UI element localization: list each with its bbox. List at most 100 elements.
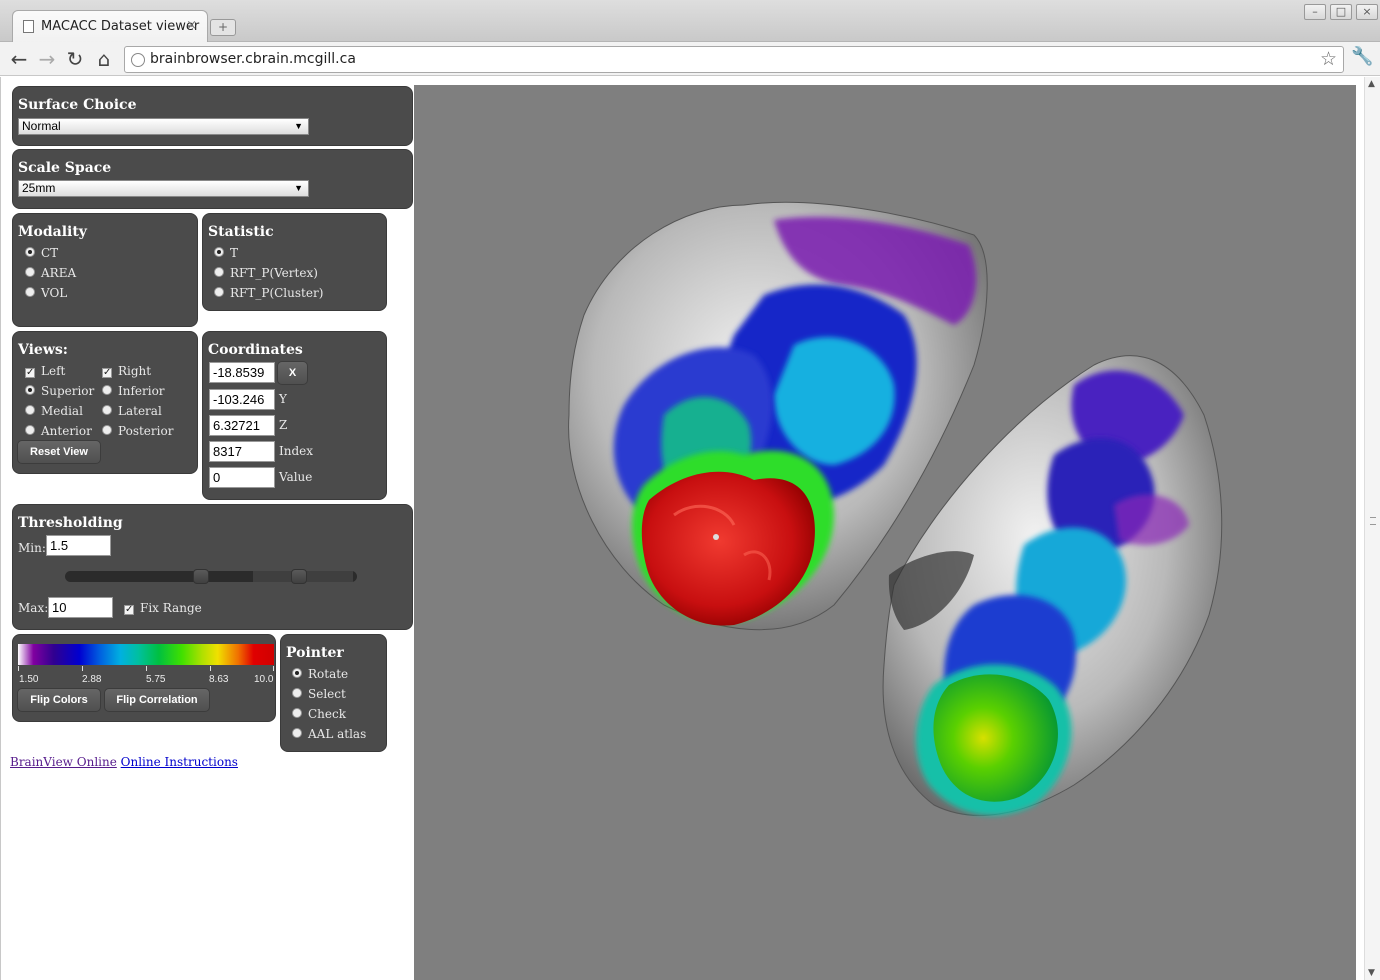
globe-icon: [131, 53, 145, 67]
radio[interactable]: [292, 728, 302, 738]
color-spectrum-bar: [18, 644, 274, 665]
view-left-checkbox[interactable]: ✓ Left: [25, 364, 66, 378]
view-right-checkbox[interactable]: ✓ Right: [102, 364, 152, 378]
forward-arrow-icon[interactable]: →: [38, 47, 56, 71]
bookmark-star-icon[interactable]: ☆: [1319, 48, 1337, 70]
modality-panel: Modality CT AREA VOL: [12, 213, 198, 327]
radio-selected[interactable]: [292, 668, 302, 678]
x-coordinate-input[interactable]: -18.8539: [209, 362, 275, 383]
address-bar[interactable]: brainbrowser.cbrain.mcgill.ca ☆: [124, 46, 1344, 73]
statistic-option-rft-vertex[interactable]: RFT_P(Vertex): [214, 266, 318, 280]
y-coordinate-input[interactable]: -103.246: [209, 389, 275, 410]
radio[interactable]: [214, 287, 224, 297]
browser-tab[interactable]: MACACC Dataset viewer ×: [12, 10, 208, 43]
tab-close-icon[interactable]: ×: [186, 18, 197, 33]
view-inferior-radio[interactable]: Inferior: [102, 384, 165, 398]
checkbox-checked[interactable]: ✓: [25, 367, 35, 378]
index-input[interactable]: 8317: [209, 441, 275, 462]
page-content: Surface Choice Normal ▼ Scale Space 25mm…: [0, 77, 1380, 980]
modality-title: Modality: [18, 224, 87, 240]
colorbar-tick: [146, 666, 147, 671]
radio[interactable]: [214, 267, 224, 277]
z-label: Z: [279, 418, 288, 432]
url-text: brainbrowser.cbrain.mcgill.ca: [150, 51, 356, 67]
modality-option-ct[interactable]: CT: [25, 246, 58, 260]
flip-correlation-button[interactable]: Flip Correlation: [104, 688, 210, 712]
left-hemisphere: [568, 201, 988, 631]
scale-space-title: Scale Space: [18, 160, 112, 176]
view-lateral-radio[interactable]: Lateral: [102, 404, 162, 418]
pointer-option-select[interactable]: Select: [292, 687, 346, 701]
radio[interactable]: [102, 425, 112, 435]
brain-3d-canvas[interactable]: [414, 85, 1356, 980]
view-anterior-radio[interactable]: Anterior: [25, 424, 92, 438]
home-icon[interactable]: ⌂: [97, 47, 111, 71]
statistic-title: Statistic: [208, 224, 274, 240]
radio[interactable]: [102, 385, 112, 395]
z-coordinate-input[interactable]: 6.32721: [209, 415, 275, 436]
modality-option-vol[interactable]: VOL: [25, 286, 67, 300]
slider-min-handle[interactable]: [193, 569, 209, 584]
online-instructions-link[interactable]: Online Instructions: [120, 755, 238, 769]
wrench-menu-icon[interactable]: 🔧: [1351, 46, 1374, 67]
radio[interactable]: [25, 267, 35, 277]
brain-render: [568, 201, 1223, 816]
fix-range-checkbox[interactable]: ✓ Fix Range: [124, 601, 202, 615]
colorscale-panel: 1.50 2.88 5.75 8.63 10.0 Flip Colors Fli…: [12, 634, 276, 722]
colorbar-tick-label: 8.63: [209, 674, 229, 685]
scroll-down-arrow-icon[interactable]: ▼: [1368, 968, 1375, 978]
checkbox-checked[interactable]: ✓: [102, 367, 112, 378]
view-superior-radio[interactable]: Superior: [25, 384, 94, 398]
pointer-option-check[interactable]: Check: [292, 707, 346, 721]
radio-selected[interactable]: [214, 247, 224, 257]
radio[interactable]: [25, 405, 35, 415]
radio[interactable]: [292, 688, 302, 698]
scrollbar-grip[interactable]: [1370, 517, 1376, 525]
radio[interactable]: [25, 287, 35, 297]
modality-option-area[interactable]: AREA: [25, 266, 76, 280]
radio-selected[interactable]: [25, 247, 35, 257]
reload-icon[interactable]: ↻: [66, 47, 84, 71]
scale-space-value: 25mm: [22, 181, 56, 195]
value-input[interactable]: 0: [209, 467, 275, 488]
pointer-option-rotate[interactable]: Rotate: [292, 667, 348, 681]
value-label: Value: [279, 470, 313, 484]
colorbar-tick-label: 2.88: [82, 674, 102, 685]
colorbar-tick: [210, 666, 211, 671]
checkbox-checked[interactable]: ✓: [124, 604, 134, 615]
x-button[interactable]: X: [277, 361, 308, 385]
colorbar-tick-label: 10.0: [254, 674, 274, 685]
surface-choice-title: Surface Choice: [18, 97, 137, 113]
new-tab-button[interactable]: +: [210, 19, 236, 36]
maximize-button[interactable]: □: [1330, 4, 1352, 20]
close-window-button[interactable]: ×: [1356, 4, 1378, 20]
scroll-up-arrow-icon[interactable]: ▲: [1368, 79, 1375, 89]
slider-max-handle[interactable]: [291, 569, 307, 584]
page-scrollbar[interactable]: ▲ ▼: [1364, 77, 1380, 980]
min-label: Min:: [18, 541, 46, 555]
pointer-option-aal-atlas[interactable]: AAL atlas: [292, 727, 366, 741]
browser-toolbar: ← → ↻ ⌂ brainbrowser.cbrain.mcgill.ca ☆ …: [0, 42, 1380, 76]
max-threshold-input[interactable]: 10: [48, 597, 113, 618]
radio[interactable]: [102, 405, 112, 415]
reset-view-button[interactable]: Reset View: [17, 440, 101, 464]
colorbar-tick-label: 1.50: [19, 674, 39, 685]
radio[interactable]: [292, 708, 302, 718]
flip-colors-button[interactable]: Flip Colors: [17, 688, 101, 712]
min-threshold-input[interactable]: 1.5: [46, 535, 111, 556]
view-medial-radio[interactable]: Medial: [25, 404, 83, 418]
scale-space-select[interactable]: 25mm ▼: [18, 180, 309, 197]
surface-choice-select[interactable]: Normal ▼: [18, 118, 309, 135]
statistic-option-t[interactable]: T: [214, 246, 238, 260]
y-label: Y: [279, 392, 287, 406]
tab-title: MACACC Dataset viewer: [41, 19, 200, 34]
brainview-online-link[interactable]: BrainView Online: [10, 755, 117, 769]
statistic-option-rft-cluster[interactable]: RFT_P(Cluster): [214, 286, 323, 300]
view-posterior-radio[interactable]: Posterior: [102, 424, 173, 438]
back-arrow-icon[interactable]: ←: [10, 47, 28, 71]
minimize-button[interactable]: –: [1304, 4, 1326, 20]
radio-selected[interactable]: [25, 385, 35, 395]
views-title: Views:: [18, 342, 68, 358]
radio[interactable]: [25, 425, 35, 435]
threshold-range-slider[interactable]: [65, 569, 357, 584]
